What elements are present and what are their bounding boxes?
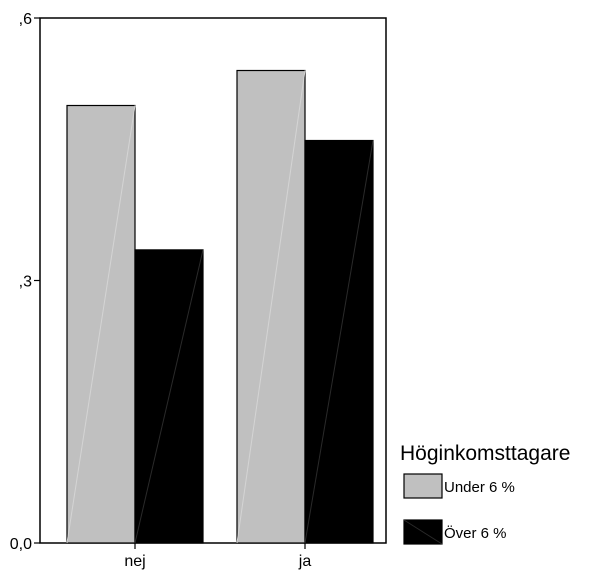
y-tick-label-0: 0,0 bbox=[10, 536, 32, 553]
y-tick-label-2: ,6 bbox=[19, 11, 32, 28]
y-tick-label-1: ,3 bbox=[19, 274, 32, 291]
legend-swatch-diagonal bbox=[403, 519, 443, 545]
plot-area bbox=[39, 17, 387, 544]
legend-title: Höginkomsttagare bbox=[400, 442, 570, 465]
bar-diagonal-nej-series-2 bbox=[134, 249, 204, 544]
axes: nej ja 0,0 ,3 ,6 bbox=[10, 11, 312, 570]
x-tick-label-nej: nej bbox=[124, 553, 145, 570]
bar-diagonal-ja-series-2 bbox=[304, 140, 374, 544]
bar-diagonal-nej-series-1 bbox=[66, 105, 136, 544]
legend: Höginkomsttagare Under 6 % Över 6 % bbox=[400, 442, 570, 545]
legend-label-2: Över 6 % bbox=[444, 524, 507, 542]
legend-label-1: Under 6 % bbox=[444, 479, 515, 496]
x-tick-label-ja: ja bbox=[298, 553, 312, 570]
bar-diagonal-ja-series-1 bbox=[236, 70, 306, 544]
legend-swatch-1 bbox=[403, 473, 443, 499]
